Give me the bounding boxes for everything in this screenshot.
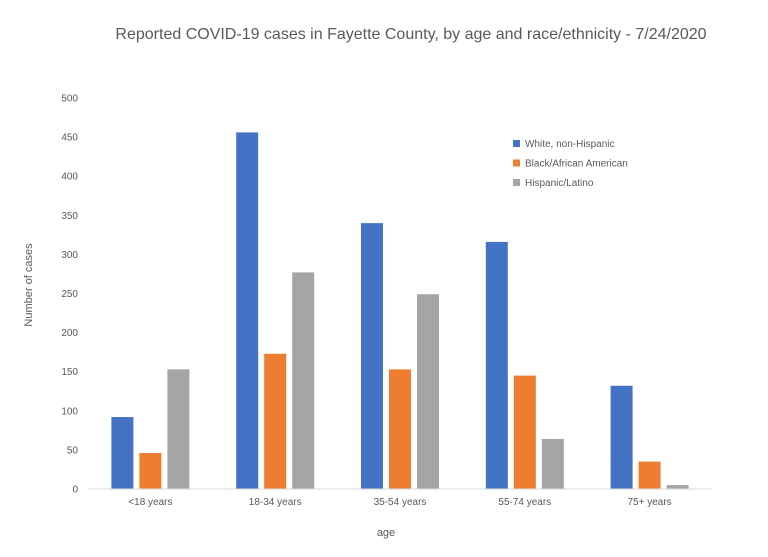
- y-axis-ticks: 0 50 100 150 200 250 300 350 400 450 500: [61, 94, 78, 496]
- y-tick-label: 450: [61, 133, 78, 144]
- x-tick-label: 18-34 years: [249, 497, 302, 508]
- x-tick-label: 35-54 years: [374, 497, 427, 508]
- legend-swatch: [513, 159, 520, 167]
- y-tick-label: 0: [72, 485, 78, 496]
- y-tick-label: 500: [61, 94, 78, 105]
- legend-entry: Hispanic/Latino: [525, 178, 594, 189]
- bars: [111, 132, 689, 489]
- bar: [111, 417, 134, 489]
- y-tick-label: 100: [61, 406, 78, 417]
- bar: [139, 453, 162, 489]
- x-tick-label: <18 years: [128, 497, 172, 508]
- chart-title: Reported COVID-19 cases in Fayette Count…: [115, 26, 706, 43]
- bar: [167, 369, 190, 489]
- bar: [264, 353, 287, 489]
- legend-entry: White, non-Hispanic: [525, 139, 614, 150]
- x-tick-label: 55-74 years: [498, 497, 551, 508]
- y-tick-label: 250: [61, 289, 78, 300]
- legend-swatch: [513, 179, 520, 186]
- x-tick-label: 75+ years: [627, 497, 671, 508]
- bar: [292, 272, 315, 489]
- y-tick-label: 150: [61, 367, 78, 378]
- x-axis-ticks: <18 years 18-34 years 35-54 years 55-74 yea…: [128, 497, 671, 508]
- bar: [361, 223, 383, 489]
- y-tick-label: 300: [61, 250, 78, 261]
- legend: White, non-Hispanic Black/African America…: [513, 139, 628, 189]
- legend-swatch: [513, 140, 520, 147]
- bar: [485, 241, 508, 489]
- y-tick-label: 200: [61, 328, 78, 339]
- y-tick-label: 400: [61, 172, 78, 183]
- bar: [610, 385, 633, 489]
- y-tick-label: 50: [67, 445, 79, 456]
- bar: [236, 132, 259, 489]
- x-axis-label: age: [377, 527, 395, 539]
- bar: [417, 294, 439, 489]
- y-axis-label: Number of cases: [23, 243, 35, 327]
- bar: [389, 369, 411, 489]
- y-tick-label: 350: [61, 211, 78, 222]
- bar: [666, 485, 689, 489]
- bar: [513, 375, 536, 489]
- bar: [638, 461, 661, 489]
- bar: [541, 438, 564, 489]
- legend-entry: Black/African American: [525, 159, 628, 170]
